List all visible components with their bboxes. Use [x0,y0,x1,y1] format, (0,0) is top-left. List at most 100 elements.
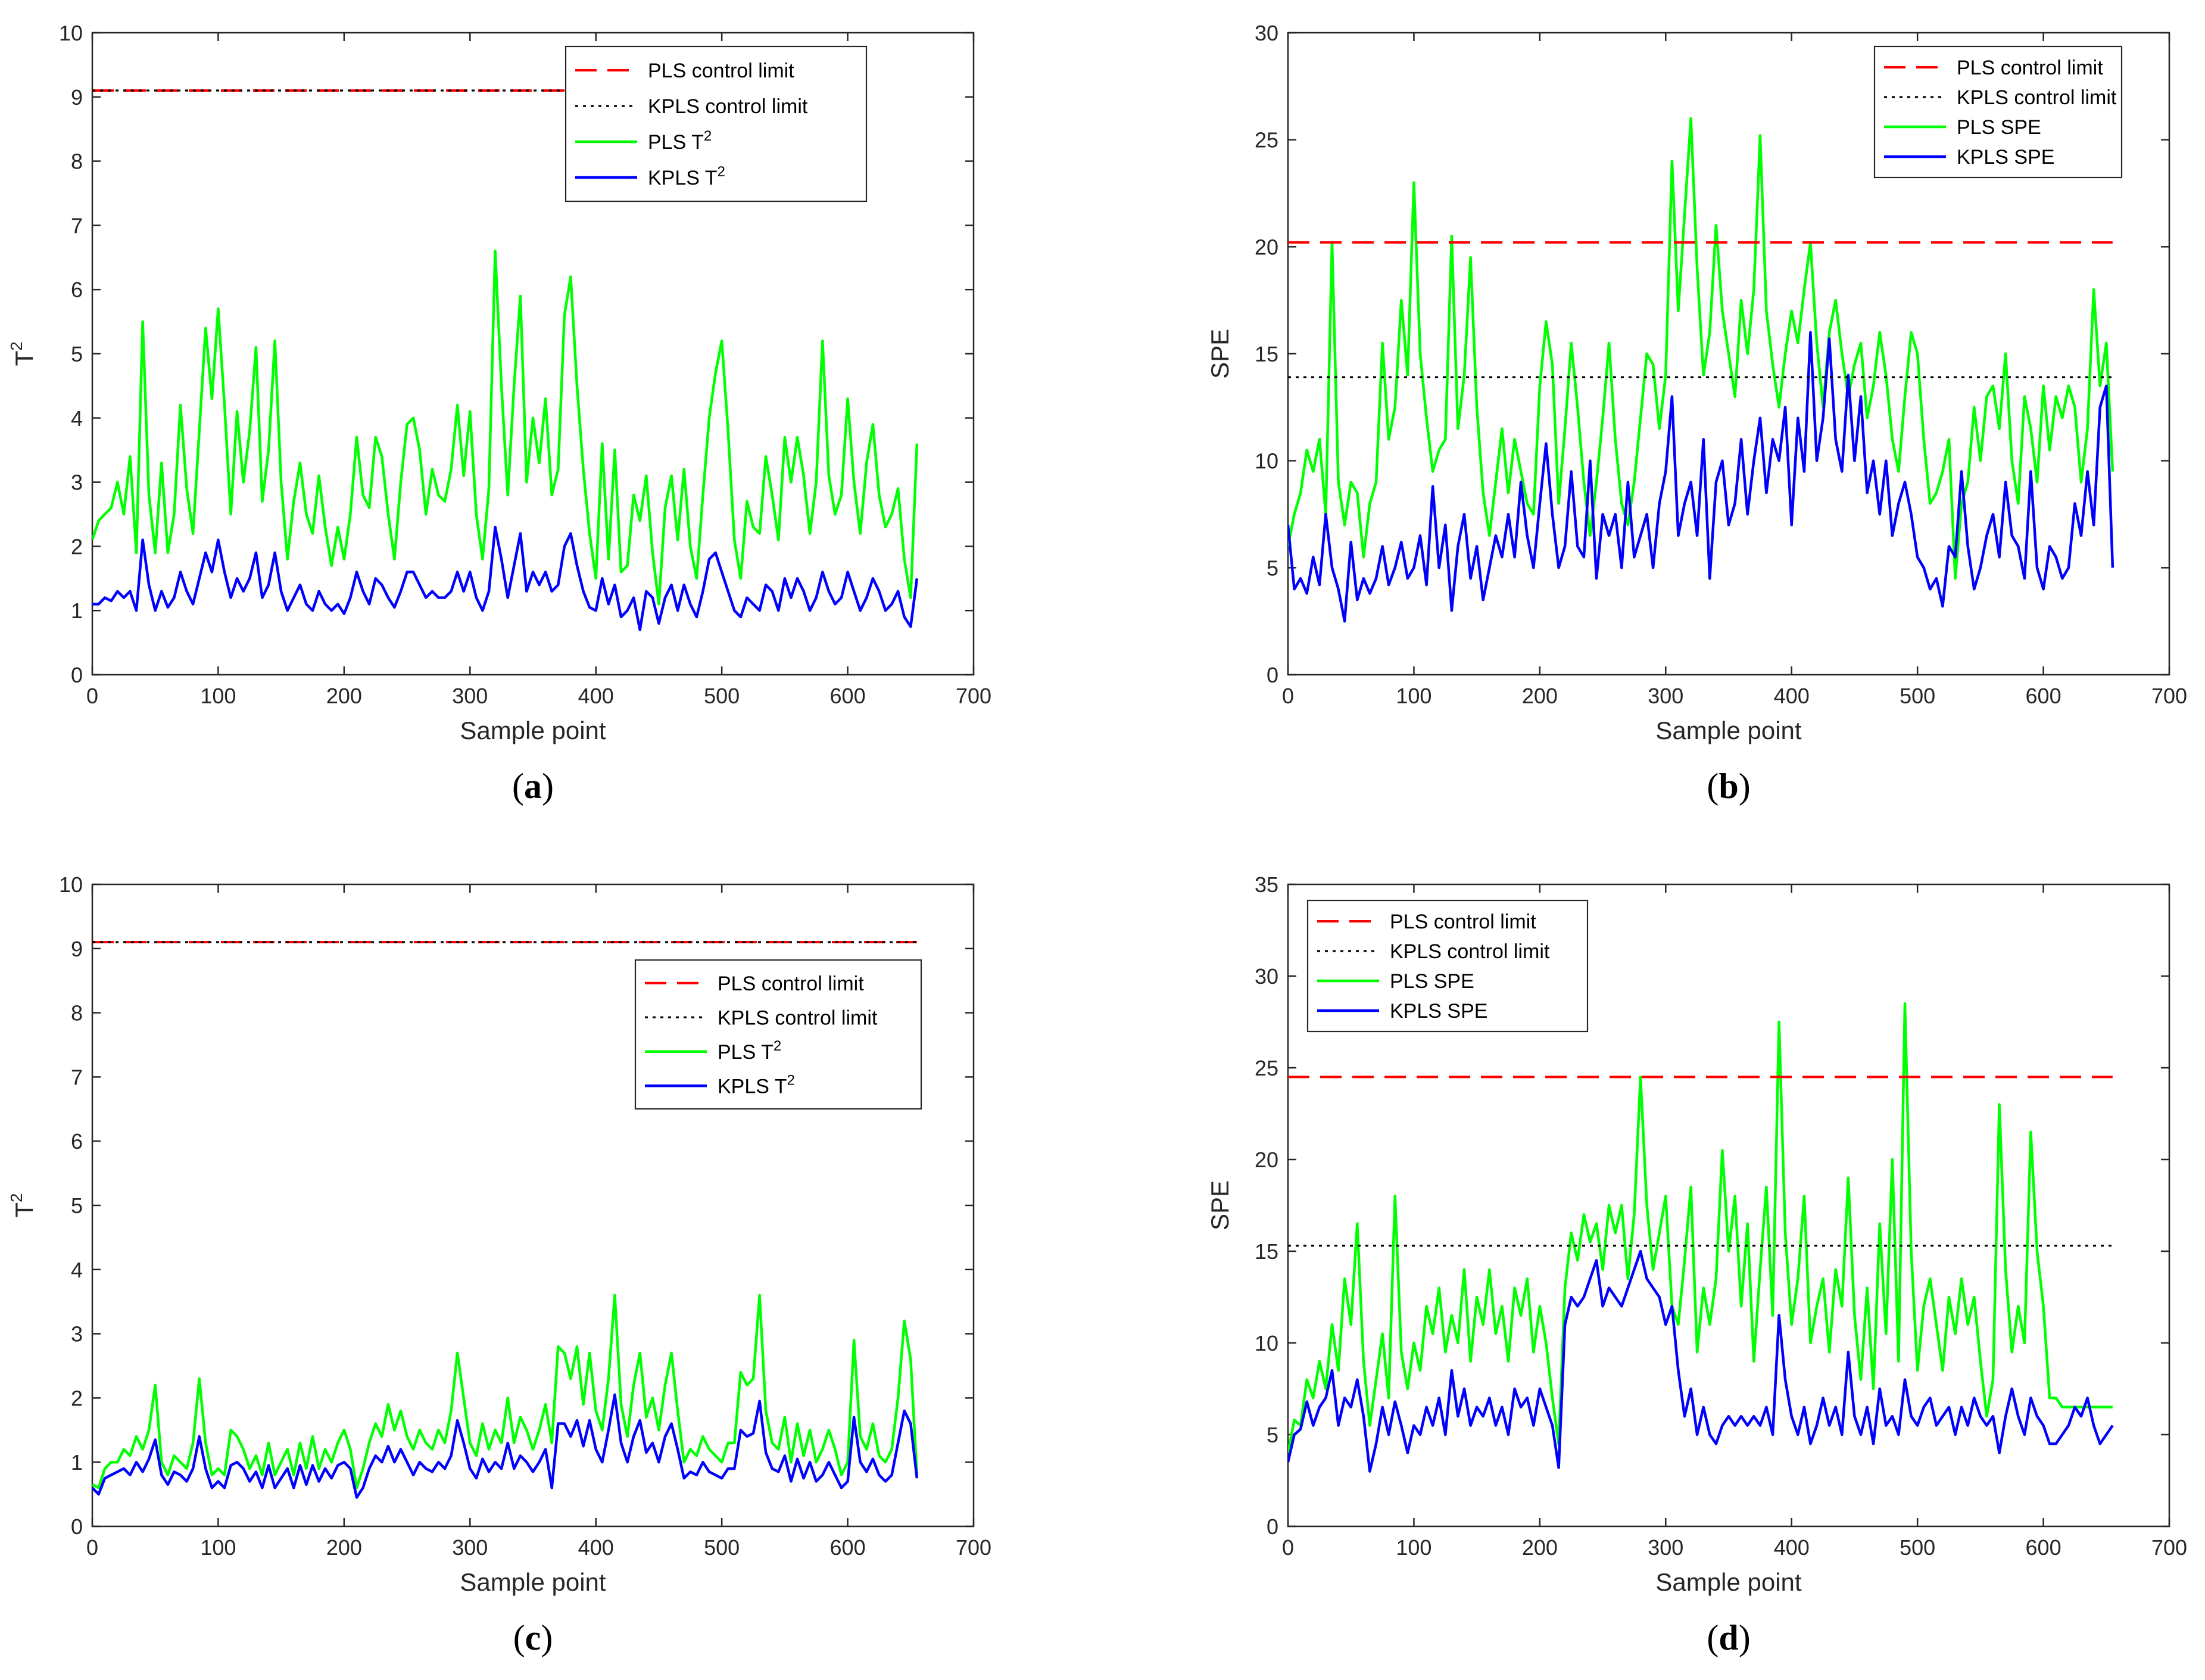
legend-entry-label: PLS T [718,1041,774,1064]
legend-entry-label: KPLS control limit [718,1006,878,1029]
y-tick-label: 0 [71,1514,83,1539]
y-tick-label: 25 [1255,128,1278,152]
y-axis-label: SPE [1206,329,1234,379]
legend: PLS control limit KPLS control limit PLS S… [1873,45,2123,179]
y-tick-label: 6 [71,1129,83,1154]
x-tick-label: 300 [1648,1535,1683,1560]
legend-entry-superscript: 2 [787,1072,795,1088]
y-axis-label-text: T [10,1202,38,1218]
legend-box [634,959,922,1110]
x-tick-label: 0 [1282,684,1294,708]
panel-caption: (c) [513,1618,553,1657]
legend-entry-label: PLS control limit [1390,911,1536,933]
caption-letter: a [524,766,542,806]
y-axis-label: T2 [7,341,38,366]
caption-open-paren: ( [513,1618,525,1657]
x-tick-label: 400 [1774,1535,1810,1560]
x-axis-label: Sample point [460,1568,606,1596]
legend-entry-label: KPLS T [718,1075,787,1098]
x-tick-label: 400 [578,1535,614,1560]
caption-open-paren: ( [1707,1618,1719,1657]
series-group [1288,1002,2114,1473]
x-tick-label: 200 [326,1535,362,1560]
x-axis-label: Sample point [1655,716,1801,744]
legend-entry-superscript: 2 [718,164,725,180]
legend-entry: KPLS SPE [1957,146,2054,169]
legend-entry: KPLS T2 [718,1072,795,1098]
panel-caption: (a) [512,766,554,806]
y-tick-label: 10 [1255,449,1278,473]
x-tick-label: 100 [200,1535,236,1560]
caption-letter: d [1719,1618,1738,1657]
y-axis-label: T2 [7,1193,38,1217]
y-axis-label-text: SPE [1206,329,1234,379]
y-tick-label: 7 [71,1065,83,1089]
x-tick-label: 600 [830,684,866,708]
x-tick-label: 600 [2026,684,2061,708]
panel-b: 0 100 200 300 400 500 600 700 0 5 10 15 20 25 30 Sample… [1206,21,2187,806]
legend-entry: KPLS control limit [648,95,808,118]
legend-entry: PLS control limit [1390,911,1536,933]
x-tick-label: 700 [956,1535,991,1560]
y-tick-label: 1 [71,1450,83,1475]
y-tick-label: 9 [71,85,83,110]
legend-box [564,45,868,202]
x-tick-label: 500 [704,684,740,708]
x-tick-label: 700 [2151,684,2187,708]
series-line-kpls-spe [1288,1249,2114,1473]
legend-entry-label: PLS control limit [648,60,794,82]
legend: PLS control limit KPLS control limit PLS S… [1306,899,1589,1033]
x-tick-label: 100 [1396,684,1431,708]
y-tick-label: 25 [1255,1056,1278,1080]
legend-entry: PLS SPE [1390,970,1474,993]
y-tick-label: 8 [71,149,83,174]
legend-entry: KPLS SPE [1390,1000,1487,1023]
y-tick-label: 20 [1255,235,1278,259]
series-group [92,941,919,1499]
panel-c: 0 100 200 300 400 500 600 700 0 1 2 3 4 5 6 7 8 9 10 Sample… [7,872,991,1657]
y-tick-label: 5 [71,342,83,366]
legend-entry: KPLS T2 [648,164,725,189]
y-axis-label-superscript: 2 [7,1193,26,1202]
legend-entry: PLS T2 [718,1038,781,1064]
legend-entry-label: PLS control limit [1957,57,2103,79]
x-tick-label: 600 [830,1535,866,1560]
y-tick-label: 3 [71,470,83,495]
legend-entry: KPLS control limit [718,1006,878,1029]
legend-entry: PLS control limit [648,60,794,82]
legend-entry: PLS control limit [1957,57,2103,79]
y-tick-label: 0 [1267,1514,1278,1539]
y-tick-label: 30 [1255,21,1278,45]
caption-open-paren: ( [1707,766,1719,806]
legend-entry: PLS T2 [648,128,712,154]
legend-entry-label: KPLS T [648,167,718,189]
x-tick-label: 500 [704,1535,740,1560]
y-tick-label: 10 [59,872,83,897]
x-tick-label: 300 [452,684,488,708]
x-tick-label: 200 [1522,684,1558,708]
caption-letter: b [1719,766,1738,806]
y-axis-label: SPE [1206,1180,1234,1230]
x-tick-label: 100 [1396,1535,1431,1560]
caption-close-paren: ) [541,1618,553,1657]
legend-entry: KPLS control limit [1390,940,1550,963]
legend-entry: PLS control limit [718,973,864,995]
x-tick-label: 200 [1522,1535,1558,1560]
x-tick-label: 0 [1282,1535,1294,1560]
caption-close-paren: ) [1739,766,1751,806]
y-tick-label: 15 [1255,342,1278,366]
x-tick-label: 0 [86,684,98,708]
caption-close-paren: ) [542,766,554,806]
legend-entry-superscript: 2 [774,1038,781,1054]
legend-entry-label: KPLS control limit [1957,86,2117,109]
y-tick-label: 9 [71,937,83,961]
y-tick-label: 6 [71,278,83,302]
y-axis-label-text: SPE [1206,1180,1234,1230]
legend-entry-label: KPLS control limit [648,95,808,118]
caption-close-paren: ) [1739,1618,1751,1657]
x-tick-label: 300 [1648,684,1683,708]
x-tick-label: 700 [2151,1535,2187,1560]
panel-caption: (d) [1707,1618,1750,1657]
x-tick-label: 400 [1774,684,1810,708]
